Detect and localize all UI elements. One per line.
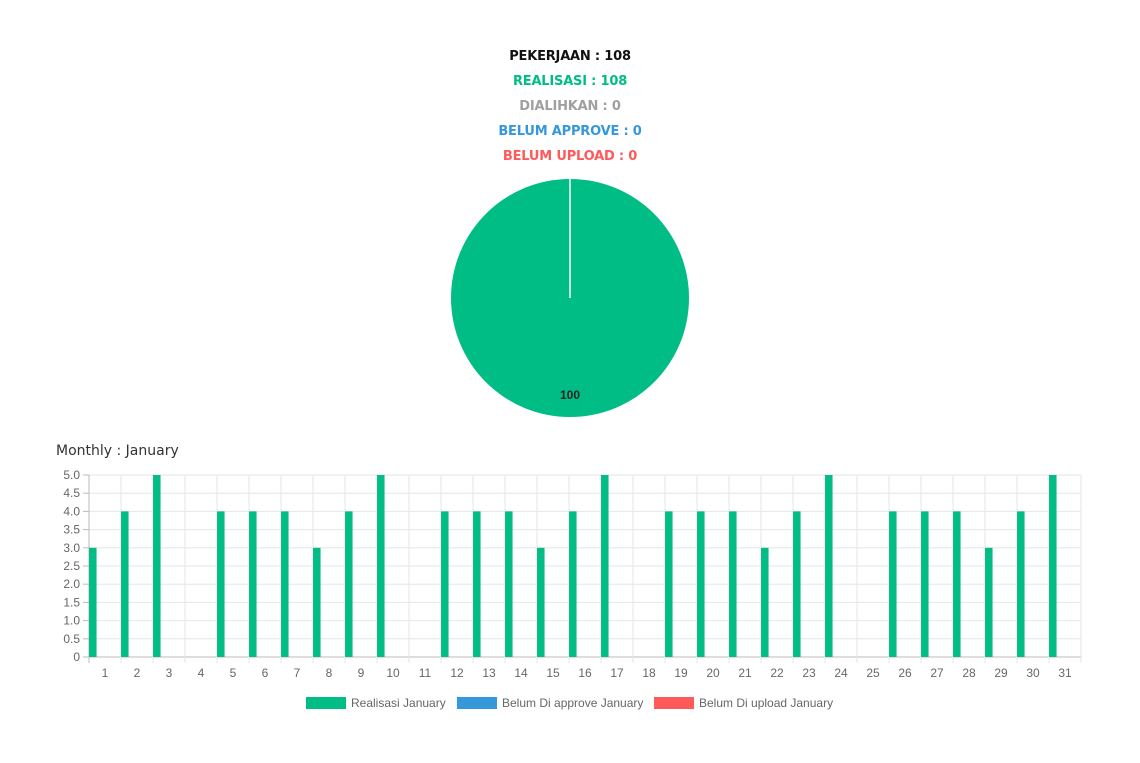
x-tick-label: 31	[1058, 666, 1072, 680]
y-tick-label: 5.0	[63, 468, 80, 482]
y-tick-label: 2.0	[63, 577, 80, 591]
x-tick-label: 15	[546, 666, 560, 680]
bar-realisasi[interactable]	[345, 511, 353, 657]
x-tick-label: 30	[1026, 666, 1040, 680]
x-tick-label: 16	[578, 666, 592, 680]
monthly-title: Monthly : January	[56, 443, 179, 459]
bar-realisasi[interactable]	[121, 511, 129, 657]
legend-swatch-belum-approve[interactable]	[457, 697, 497, 709]
x-tick-label: 29	[994, 666, 1008, 680]
x-tick-label: 14	[514, 666, 528, 680]
x-tick-label: 1	[102, 666, 109, 680]
dialihkan-count: DIALIHKAN : 0	[519, 99, 621, 114]
bar-chart-y-axis: 0 0.5 1.0 1.5 2.0 2.5 3.0 3.5 4.0 4.5 5.0	[63, 468, 89, 664]
y-tick-label: 1.5	[63, 595, 80, 609]
x-tick-label: 22	[770, 666, 784, 680]
bar-realisasi[interactable]	[889, 511, 897, 657]
x-tick-label: 6	[262, 666, 269, 680]
bar-chart-legend: Realisasi January Belum Di approve Januar…	[306, 696, 833, 710]
bar-realisasi[interactable]	[985, 547, 993, 657]
bar-realisasi[interactable]	[921, 511, 929, 657]
pie-data-label: 100	[560, 388, 580, 402]
x-tick-label: 10	[386, 666, 400, 680]
x-tick-label: 19	[674, 666, 688, 680]
x-tick-label: 13	[482, 666, 496, 680]
belum-upload-count: BELUM UPLOAD : 0	[502, 149, 638, 164]
bar-realisasi[interactable]	[377, 475, 385, 657]
pekerjaan-count: PEKERJAAN : 108	[509, 49, 631, 64]
belum-approve-count: BELUM APPROVE : 0	[498, 124, 642, 139]
x-tick-label: 8	[326, 666, 333, 680]
bar-realisasi[interactable]	[953, 511, 961, 657]
y-tick-label: 1.0	[63, 614, 80, 628]
x-tick-label: 24	[834, 666, 848, 680]
x-tick-label: 7	[294, 666, 301, 680]
bar-realisasi[interactable]	[441, 511, 449, 657]
pie-chart: 100	[451, 179, 689, 417]
y-tick-label: 3.0	[63, 541, 80, 555]
bar-realisasi[interactable]	[665, 511, 673, 657]
x-tick-label: 3	[166, 666, 173, 680]
x-tick-label: 26	[898, 666, 912, 680]
bar-realisasi[interactable]	[537, 547, 545, 657]
bar-realisasi[interactable]	[281, 511, 289, 657]
x-tick-label: 25	[866, 666, 880, 680]
legend-label[interactable]: Belum Di approve January	[502, 696, 643, 710]
x-tick-label: 28	[962, 666, 976, 680]
legend-swatch-belum-upload[interactable]	[654, 697, 694, 709]
realisasi-count: REALISASI : 108	[512, 74, 628, 89]
x-tick-label: 5	[230, 666, 237, 680]
summary-block: PEKERJAAN : 108 REALISASI : 108 DIALIHKA…	[0, 44, 1140, 169]
bar-realisasi[interactable]	[729, 511, 737, 657]
y-tick-label: 0.5	[63, 632, 80, 646]
bar-chart-x-axis: 1 2 3 4 5 6 7 8 9 10 11 12 13 14 15 16 17 18 19 20 21 22 23 24 2…	[102, 666, 1072, 680]
legend-label[interactable]: Belum Di upload January	[699, 696, 833, 710]
x-tick-label: 12	[450, 666, 464, 680]
bar-realisasi[interactable]	[473, 511, 481, 657]
y-tick-label: 3.5	[63, 523, 80, 537]
bar-realisasi[interactable]	[761, 547, 769, 657]
bar-realisasi[interactable]	[1017, 511, 1025, 657]
bar-realisasi[interactable]	[313, 547, 321, 657]
bar-realisasi[interactable]	[89, 547, 97, 657]
x-tick-label: 2	[134, 666, 141, 680]
bar-realisasi[interactable]	[505, 511, 513, 657]
bar-realisasi[interactable]	[825, 475, 833, 657]
bar-realisasi[interactable]	[1049, 475, 1057, 657]
x-tick-label: 27	[930, 666, 944, 680]
legend-swatch-realisasi[interactable]	[306, 697, 346, 709]
x-tick-label: 18	[642, 666, 656, 680]
bar-realisasi[interactable]	[249, 511, 257, 657]
y-tick-label: 0	[73, 650, 80, 664]
y-tick-label: 4.5	[63, 486, 80, 500]
bar-realisasi[interactable]	[697, 511, 705, 657]
y-tick-label: 4.0	[63, 504, 80, 518]
y-tick-label: 2.5	[63, 559, 80, 573]
legend-label[interactable]: Realisasi January	[351, 696, 446, 710]
bar-realisasi[interactable]	[153, 475, 161, 657]
x-tick-label: 11	[419, 666, 432, 680]
x-tick-label: 21	[738, 666, 752, 680]
bar-realisasi[interactable]	[569, 511, 577, 657]
x-tick-label: 23	[802, 666, 816, 680]
bar-realisasi[interactable]	[217, 511, 225, 657]
bar-chart-bars	[89, 475, 1057, 657]
x-tick-label: 4	[198, 666, 205, 680]
x-tick-label: 20	[706, 666, 720, 680]
bar-realisasi[interactable]	[601, 475, 609, 657]
x-tick-label: 17	[610, 666, 624, 680]
bar-chart-grid	[88, 474, 1082, 663]
x-tick-label: 9	[358, 666, 365, 680]
bar-realisasi[interactable]	[793, 511, 801, 657]
